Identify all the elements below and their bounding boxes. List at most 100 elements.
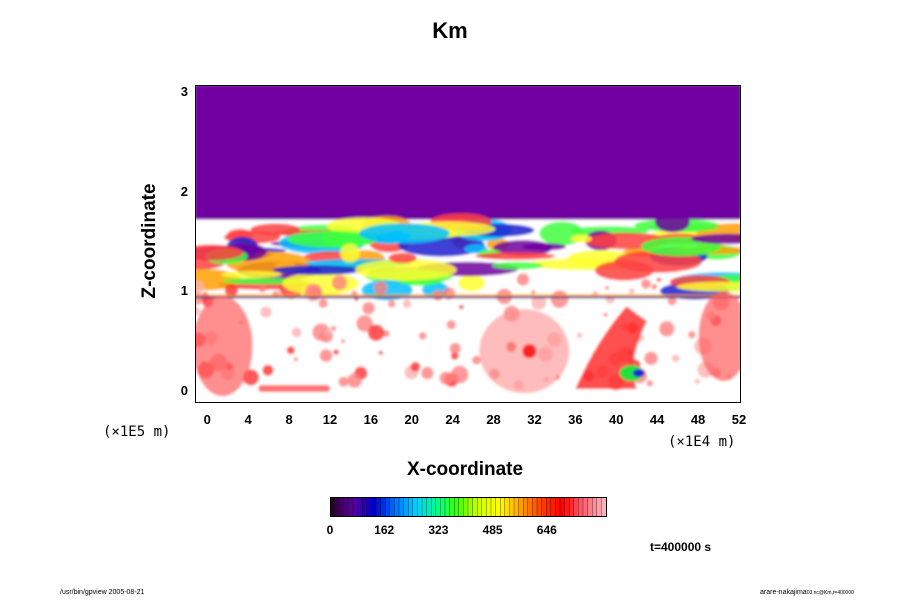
turbulent-cell xyxy=(340,339,345,344)
turbulent-cell xyxy=(641,278,651,289)
turbulent-cell xyxy=(373,281,388,295)
colorbar-cell xyxy=(569,497,575,517)
x-tick-label: 40 xyxy=(609,412,624,427)
turbulent-cell xyxy=(576,332,583,338)
turbulent-cell xyxy=(319,349,333,363)
colorbar-cell xyxy=(444,497,451,517)
colorbar-cell xyxy=(596,497,602,517)
turbulent-patch xyxy=(195,244,244,261)
colorbar-cell xyxy=(541,497,547,517)
turbulent-cell xyxy=(312,323,331,342)
x-tick-label: 44 xyxy=(649,412,665,427)
colorbar-cell xyxy=(564,497,570,517)
turbulent-cell xyxy=(656,277,662,283)
turbulent-cell xyxy=(293,356,298,362)
turbulent-cell xyxy=(338,376,349,387)
turbulent-cell xyxy=(402,299,412,308)
turbulent-cell xyxy=(260,306,272,318)
colorbar-cell xyxy=(587,497,593,517)
turbulent-cell xyxy=(332,275,348,291)
thin-band xyxy=(195,296,741,299)
colorbar-cell xyxy=(513,497,520,517)
turbulent-cell xyxy=(531,289,536,295)
colorbar-cell xyxy=(366,497,372,517)
turbulent-cell xyxy=(421,366,434,380)
turbulent-cell xyxy=(333,349,339,355)
colorbar-cell xyxy=(352,497,359,517)
turbulent-cell xyxy=(671,354,680,363)
colorbar-cell xyxy=(385,497,391,517)
bottom-streak xyxy=(258,385,330,393)
x-tick-label: 36 xyxy=(568,412,583,427)
colorbar-tick-label: 646 xyxy=(536,523,557,537)
x-tick-label: 48 xyxy=(690,412,706,427)
turbulent-patch xyxy=(475,252,555,260)
colorbar-cell xyxy=(573,497,579,517)
turbulent-cell xyxy=(378,350,383,355)
vortex-core xyxy=(522,344,537,359)
y-tick-label: 1 xyxy=(180,283,188,299)
x-tick-label: 4 xyxy=(244,412,252,427)
colorbar-cell xyxy=(463,497,469,517)
colorbar-cell xyxy=(500,497,506,517)
turbulent-cell xyxy=(318,298,328,309)
x-tick-label: 28 xyxy=(486,412,501,427)
turbulent-patch xyxy=(220,270,282,279)
turbulent-cell xyxy=(195,280,205,294)
colorbar-cell xyxy=(362,497,368,517)
turbulent-cell xyxy=(688,330,696,339)
x-tick-label: 24 xyxy=(445,412,460,427)
colorbar-cell xyxy=(435,497,441,517)
colorbar-cell xyxy=(449,497,455,517)
colorbar-cell xyxy=(550,497,556,517)
colorbar-tick-label: 0 xyxy=(326,523,334,537)
turbulent-cell xyxy=(410,361,421,372)
turbulent-patch xyxy=(272,265,363,275)
turbulent-cell xyxy=(356,315,373,332)
turbulent-patch xyxy=(691,233,741,245)
heatmap-field xyxy=(195,85,741,403)
colorbar-cell xyxy=(486,497,492,517)
turbulent-cell xyxy=(603,312,608,317)
colorbar-cell xyxy=(412,497,418,517)
turbulent-cell xyxy=(291,327,302,338)
y-axis-label: Z-coordinate xyxy=(139,183,160,299)
turbulent-patch xyxy=(491,261,543,270)
turbulent-cell xyxy=(644,351,658,366)
colorbar-cell xyxy=(518,497,524,517)
x-tick-label: 8 xyxy=(285,412,293,427)
colorbar-cell xyxy=(495,497,501,517)
turbulent-cell xyxy=(449,342,461,354)
turbulent-cell xyxy=(418,332,427,340)
footer-right-small: 03.nc@Km,t=400000 xyxy=(806,590,854,596)
colorbar-cell xyxy=(509,497,515,517)
y-tick-label: 0 xyxy=(180,383,188,399)
x-tick-label: 20 xyxy=(404,412,419,427)
turbulent-cell xyxy=(646,380,654,387)
turbulent-cell xyxy=(224,283,238,297)
turbulent-cell xyxy=(531,294,547,310)
turbulent-cell xyxy=(259,286,266,293)
colorbar-cell xyxy=(421,497,428,517)
turbulent-cell xyxy=(651,283,658,290)
colorbar-tick-label: 162 xyxy=(374,523,395,537)
colorbar-cell xyxy=(375,497,382,517)
colorbar-cell xyxy=(408,497,414,517)
upper-uniform-region xyxy=(195,85,741,220)
colorbar-border xyxy=(330,497,607,517)
colorbar-cell xyxy=(490,497,497,517)
turbulent-cell xyxy=(604,285,610,290)
turbulent-cell xyxy=(330,325,337,332)
colorbar-cell xyxy=(504,497,510,517)
turbulent-patch xyxy=(676,281,741,292)
turbulent-cell xyxy=(694,378,700,385)
colorbar-cell xyxy=(472,497,478,517)
turbulent-cell xyxy=(628,288,635,294)
chart-title: Km xyxy=(432,18,468,43)
turbulent-cell xyxy=(323,328,332,337)
colorbar-cell xyxy=(477,497,483,517)
turbulent-patch xyxy=(250,223,301,236)
turbulent-patch xyxy=(594,260,654,281)
turbulent-patch xyxy=(358,223,450,244)
colorbar-cell xyxy=(426,497,432,517)
